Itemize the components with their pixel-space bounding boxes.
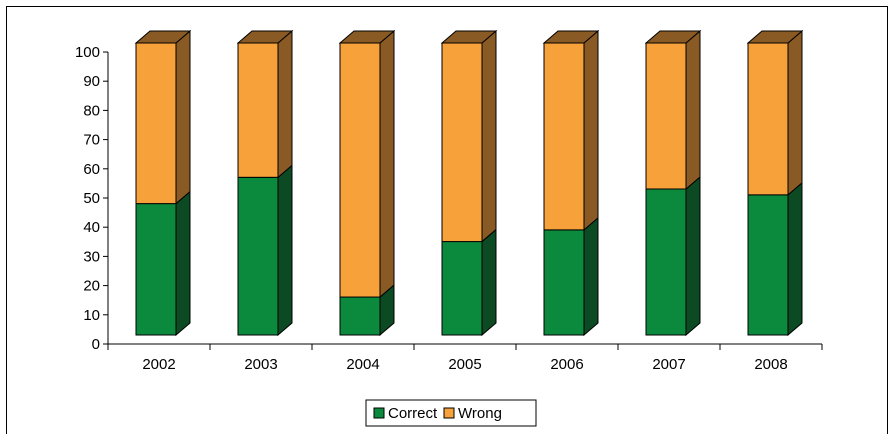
x-tick-label: 2002 bbox=[142, 356, 175, 373]
bar-side bbox=[583, 29, 599, 231]
y-tick-label: 90 bbox=[83, 73, 100, 90]
bar-wrong-2003 bbox=[236, 29, 294, 179]
y-tick-label: 30 bbox=[83, 248, 100, 265]
bar-side bbox=[787, 181, 803, 337]
bar-correct-2003 bbox=[237, 164, 293, 337]
bar-front bbox=[441, 42, 483, 243]
bar-front bbox=[747, 42, 789, 196]
bar-correct-2006 bbox=[543, 216, 599, 337]
bar-front bbox=[135, 42, 177, 205]
bar-front bbox=[645, 42, 687, 190]
bar-front bbox=[237, 42, 279, 178]
x-tick-label: 2003 bbox=[244, 356, 277, 373]
x-tick-label: 2004 bbox=[346, 356, 379, 373]
bars bbox=[134, 29, 804, 337]
bar-front bbox=[645, 188, 687, 336]
bar-top bbox=[440, 30, 498, 44]
legend-label: Correct bbox=[388, 405, 438, 422]
y-tick-label: 80 bbox=[83, 102, 100, 119]
legend-label: Wrong bbox=[458, 405, 502, 422]
bar-front bbox=[543, 229, 585, 336]
bar-side bbox=[175, 190, 191, 337]
bar-top bbox=[746, 30, 804, 44]
y-tick-label: 50 bbox=[83, 190, 100, 207]
y-tick-label: 40 bbox=[83, 219, 100, 236]
bar-wrong-2006 bbox=[542, 29, 600, 231]
bar-side bbox=[787, 29, 803, 196]
bar-top bbox=[338, 30, 396, 44]
bar-correct-2002 bbox=[135, 190, 191, 337]
y-tick-label: 100 bbox=[75, 44, 100, 61]
bar-front bbox=[543, 42, 585, 231]
bar-top bbox=[542, 30, 600, 44]
legend-swatch bbox=[443, 407, 455, 419]
bar-side bbox=[379, 29, 395, 299]
bar-wrong-2007 bbox=[644, 29, 702, 191]
bar-front bbox=[237, 176, 279, 336]
bar-wrong-2005 bbox=[440, 29, 498, 243]
bar-side bbox=[583, 216, 599, 337]
bar-correct-2008 bbox=[747, 181, 803, 337]
bar-side bbox=[277, 29, 293, 179]
bar-top bbox=[236, 30, 294, 44]
bar-wrong-2004 bbox=[338, 29, 396, 299]
bar-correct-2007 bbox=[645, 175, 701, 337]
bar-wrong-2002 bbox=[134, 29, 192, 205]
y-tick-label: 70 bbox=[83, 132, 100, 149]
bar-side bbox=[277, 164, 293, 337]
bar-front bbox=[339, 42, 381, 298]
legend-item-wrong: Wrong bbox=[443, 405, 502, 422]
axes: 0 10 20 30 40 50 60 70 80 90 100 2002 2003 2004 2005 20… bbox=[75, 44, 823, 373]
y-tick-label: 20 bbox=[83, 278, 100, 295]
bar-side bbox=[685, 29, 701, 191]
bar-wrong-2008 bbox=[746, 29, 804, 196]
y-tick-label: 60 bbox=[83, 161, 100, 178]
bar-side bbox=[175, 29, 191, 205]
bar-top bbox=[644, 30, 702, 44]
legend-swatch bbox=[373, 407, 385, 419]
y-tick-label: 10 bbox=[83, 307, 100, 324]
x-tick-label: 2007 bbox=[652, 356, 685, 373]
bar-front bbox=[135, 203, 177, 336]
bar-side bbox=[481, 29, 497, 243]
x-tick-label: 2008 bbox=[754, 356, 787, 373]
bar-side bbox=[481, 228, 497, 337]
x-tick-label: 2006 bbox=[550, 356, 583, 373]
bar-correct-2004 bbox=[339, 283, 395, 337]
x-tick-label: 2005 bbox=[448, 356, 481, 373]
bar-front bbox=[747, 194, 789, 336]
legend-item-correct: Correct bbox=[373, 405, 438, 422]
bar-correct-2005 bbox=[441, 228, 497, 337]
bar-side bbox=[685, 175, 701, 337]
bar-top bbox=[134, 30, 192, 44]
y-tick-label: 0 bbox=[92, 336, 100, 353]
bar-front bbox=[339, 296, 381, 336]
legend: Correct Wrong bbox=[365, 399, 537, 427]
bar-front bbox=[441, 241, 483, 336]
